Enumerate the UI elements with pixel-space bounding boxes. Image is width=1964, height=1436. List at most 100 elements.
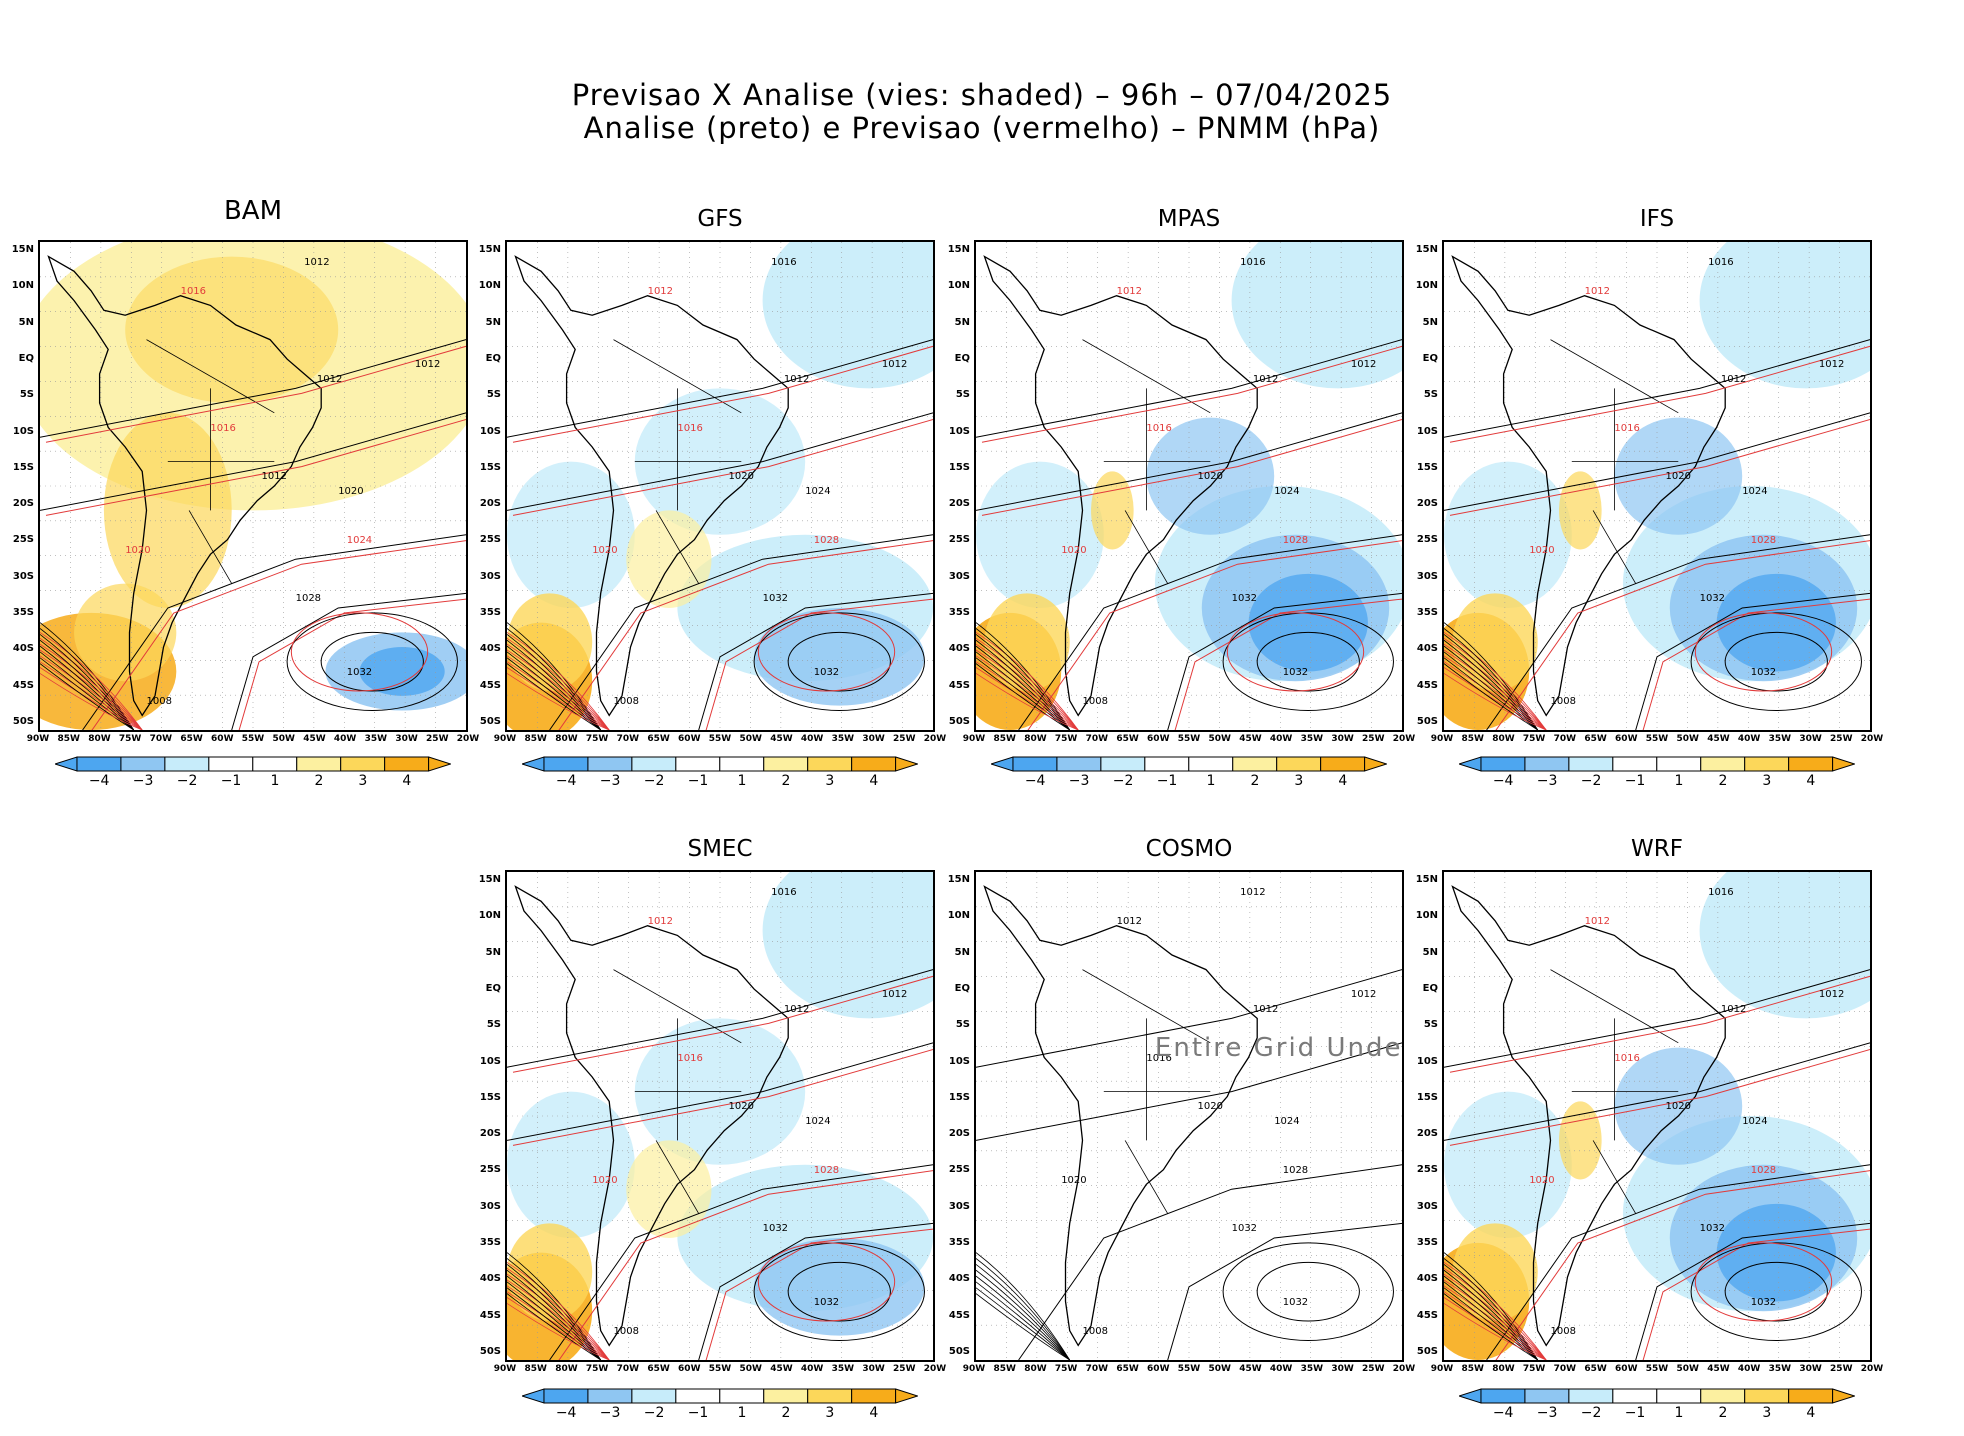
contour-label: 1028 xyxy=(1750,1164,1777,1176)
contour-label: 1016 xyxy=(677,422,703,434)
colorbar-bin xyxy=(1480,756,1526,772)
contour-label: 1012 xyxy=(1240,886,1266,898)
contour-label: 1032 xyxy=(1699,593,1726,605)
lat-tick-label: 45S xyxy=(1416,1309,1438,1321)
lon-tick-label: 45W xyxy=(303,734,326,744)
lon-tick-label: 60W xyxy=(678,734,701,744)
coastline xyxy=(1451,885,1726,1347)
contour-label: 1024 xyxy=(805,1116,831,1127)
colorbar-tick-label: −2 xyxy=(1580,1405,1602,1421)
lon-tick-label: 30W xyxy=(395,734,418,744)
lon-tick-label: 35W xyxy=(1300,1364,1324,1374)
contour-label: 1020 xyxy=(1529,544,1555,556)
figure-subtitle: Analise (preto) e Previsao (vermelho) – … xyxy=(583,111,1381,145)
lon-tick-label: 80W xyxy=(555,734,578,744)
colorbar-bin xyxy=(1524,756,1570,772)
colorbar-bin xyxy=(1012,756,1058,772)
lat-tick-label: 15N xyxy=(478,244,501,255)
lon-tick-label: 75W xyxy=(1522,1364,1546,1374)
lon-tick-label: 70W xyxy=(149,734,173,744)
contour-label: 1008 xyxy=(1082,695,1108,707)
lat-tick-label: 40S xyxy=(1416,1273,1438,1285)
lat-tick-label: 45S xyxy=(479,679,501,691)
colorbar-tick-label: 2 xyxy=(781,773,791,789)
lat-tick-label: 5N xyxy=(18,316,34,328)
lon-tick-label: 25W xyxy=(1362,734,1385,744)
colorbar-tick-label: 3 xyxy=(825,773,835,789)
colorbar-bin xyxy=(1612,756,1658,772)
lon-tick-label: 65W xyxy=(1116,1364,1139,1374)
lon-tick-label: 85W xyxy=(1461,1364,1484,1374)
lon-tick-label: 55W xyxy=(1177,734,1201,744)
lat-tick-label: 10N xyxy=(947,910,970,922)
colorbar-bin xyxy=(851,756,897,772)
colorbar-bin xyxy=(1788,756,1834,772)
lon-tick-label: 45W xyxy=(1707,1364,1730,1374)
lat-tick-label: 15S xyxy=(479,461,501,473)
lon-tick-label: 35W xyxy=(831,734,855,744)
lon-tick-label: 40W xyxy=(800,1364,824,1374)
lat-tick-label: 15S xyxy=(479,1091,501,1103)
undefined-grid-watermark: Entire Grid Undef xyxy=(1154,1033,1404,1064)
colorbar-bin xyxy=(631,756,677,772)
colorbar-tick-label: −2 xyxy=(176,773,198,789)
contour-label: 1012 xyxy=(414,359,441,371)
colorbar-tick-label: −2 xyxy=(643,773,665,789)
colorbar-bin xyxy=(120,756,166,772)
lat-tick-label: 40S xyxy=(12,643,34,655)
colorbar-bin xyxy=(1744,1388,1790,1404)
lon-tick-label: 50W xyxy=(739,1364,762,1374)
contour-label: 1020 xyxy=(1665,1101,1691,1113)
lat-tick-label: 5N xyxy=(1422,946,1438,958)
contour-label: 1012 xyxy=(1818,359,1845,371)
colorbar-bin xyxy=(1744,756,1790,772)
lat-tick-label: 25S xyxy=(1416,1164,1438,1176)
lat-tick-label: 30S xyxy=(1416,1200,1438,1212)
lon-tick-label: 65W xyxy=(647,734,670,744)
lon-tick-label: 70W xyxy=(616,1364,640,1374)
map-area: 1016 1012 1012 1012 1016 1020 1024 1028 1032 1032… xyxy=(974,240,1404,732)
contour-label: 1032 xyxy=(762,593,789,605)
contour-label: 1012 xyxy=(1116,915,1143,927)
lat-tick-label: 50S xyxy=(12,716,34,727)
contour-label: 1024 xyxy=(805,486,831,497)
colorbar-bin xyxy=(1480,1388,1526,1404)
lon-tick-label: 25W xyxy=(1830,734,1853,744)
contour-label: 1012 xyxy=(304,256,330,268)
lat-tick-label: 15S xyxy=(1416,1091,1438,1103)
lon-tick-label: 40W xyxy=(800,734,824,744)
lat-tick-label: 10N xyxy=(478,910,501,922)
lat-tick-label: EQ xyxy=(1422,352,1438,364)
contour-label: 1016 xyxy=(677,1052,703,1064)
lon-tick-label: 75W xyxy=(1054,1364,1078,1374)
lat-tick-label: 30S xyxy=(1416,570,1438,582)
colorbar-bin xyxy=(1276,756,1322,772)
colorbar-bin xyxy=(1612,1388,1658,1404)
lat-tick-label: 25S xyxy=(948,1164,970,1176)
colorbar-bin xyxy=(1320,756,1366,772)
lat-tick-label: EQ xyxy=(1422,982,1438,994)
lon-tick-label: 60W xyxy=(1615,734,1638,744)
colorbar-bin xyxy=(1568,756,1614,772)
contour-label: 1012 xyxy=(1584,285,1611,297)
lat-tick-label: 35S xyxy=(948,607,970,619)
lat-tick-label: 50S xyxy=(1416,716,1438,727)
lat-tick-label: 20S xyxy=(479,498,501,510)
lon-tick-label: 75W xyxy=(1054,734,1078,744)
lat-tick-label: 5S xyxy=(486,1019,501,1031)
contour-label: 1032 xyxy=(1282,1296,1309,1308)
colorbar-tick-label: 3 xyxy=(1762,1405,1772,1421)
lat-tick-label: 5S xyxy=(1423,1019,1438,1031)
contour-label: 1012 xyxy=(1584,915,1611,927)
contour-label: 1008 xyxy=(146,695,172,707)
contour-label: 1032 xyxy=(813,666,840,678)
colorbar-tick-label: −1 xyxy=(220,773,242,789)
lat-tick-label: 25S xyxy=(479,1164,501,1176)
colorbar-bin xyxy=(543,756,589,772)
lat-tick-label: 5S xyxy=(955,1019,970,1031)
colorbar-tick-label: 3 xyxy=(825,1405,835,1421)
lon-tick-label: 20W xyxy=(1860,734,1884,744)
lon-tick-label: 30W xyxy=(1331,734,1354,744)
lon-tick-label: 40W xyxy=(1269,1364,1293,1374)
lat-tick-label: 10S xyxy=(1416,1055,1438,1067)
